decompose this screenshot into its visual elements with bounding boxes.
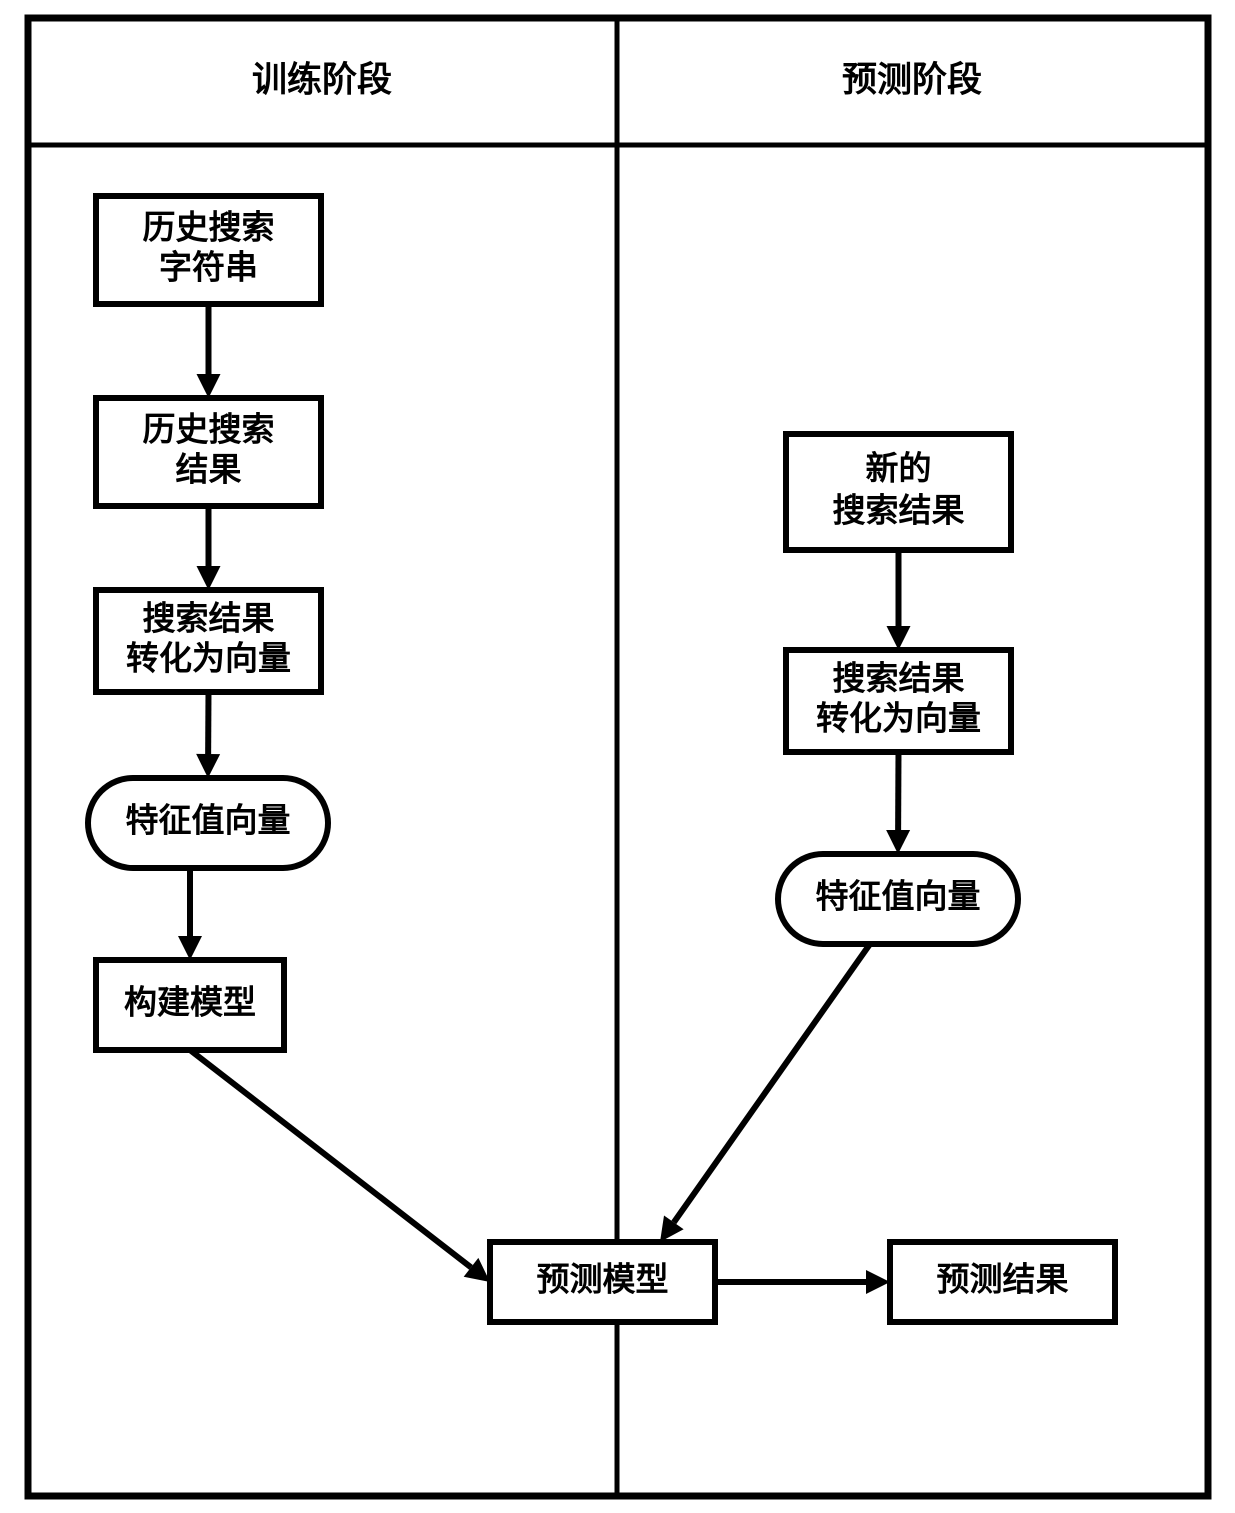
- arrowhead: [887, 626, 911, 650]
- node-train_build_model-label-0: 构建模型: [124, 984, 256, 1021]
- node-train_hist_search_res-label-1: 结果: [176, 451, 242, 488]
- node-train_feat_vec: 特征值向量: [88, 778, 328, 868]
- edge-4: [190, 1050, 471, 1267]
- node-pred_new_res: 新的搜索结果: [786, 434, 1011, 550]
- node-train_res_to_vec-label-0: 搜索结果: [143, 600, 275, 637]
- node-train_hist_search_res: 历史搜索结果: [96, 398, 321, 506]
- node-train_hist_search_str-label-1: 字符串: [159, 249, 258, 286]
- header-left: 训练阶段: [252, 59, 392, 99]
- arrowhead: [196, 754, 220, 778]
- arrowhead: [178, 936, 202, 960]
- node-train_build_model: 构建模型: [96, 960, 284, 1050]
- edge-7: [674, 944, 870, 1222]
- arrowhead: [197, 374, 221, 398]
- node-pred_result: 预测结果: [890, 1242, 1115, 1322]
- node-pred_model: 预测模型: [490, 1242, 715, 1322]
- node-pred_res_to_vec: 搜索结果转化为向量: [786, 650, 1011, 752]
- node-train_hist_search_str-label-0: 历史搜索: [143, 209, 275, 246]
- node-pred_feat_vec: 特征值向量: [778, 854, 1018, 944]
- arrowhead: [886, 830, 910, 854]
- node-pred_feat_vec-label-0: 特征值向量: [816, 878, 981, 915]
- node-pred_res_to_vec-label-0: 搜索结果: [833, 660, 965, 697]
- header-right: 预测阶段: [842, 59, 982, 99]
- arrowhead: [197, 566, 221, 590]
- node-pred_new_res-label-0: 新的: [866, 450, 932, 487]
- node-train_res_to_vec-label-1: 转化为向量: [126, 640, 291, 677]
- arrowhead: [660, 1215, 684, 1242]
- arrowhead: [866, 1270, 890, 1294]
- node-pred_new_res-label-1: 搜索结果: [833, 492, 965, 529]
- node-train_res_to_vec: 搜索结果转化为向量: [96, 590, 321, 692]
- node-pred_res_to_vec-label-1: 转化为向量: [816, 700, 981, 737]
- node-pred_result-label-0: 预测结果: [937, 1261, 1069, 1298]
- node-pred_model-label-0: 预测模型: [537, 1261, 669, 1298]
- node-train_hist_search_str: 历史搜索字符串: [96, 196, 321, 304]
- node-train_hist_search_res-label-0: 历史搜索: [143, 411, 275, 448]
- node-train_feat_vec-label-0: 特征值向量: [126, 802, 291, 839]
